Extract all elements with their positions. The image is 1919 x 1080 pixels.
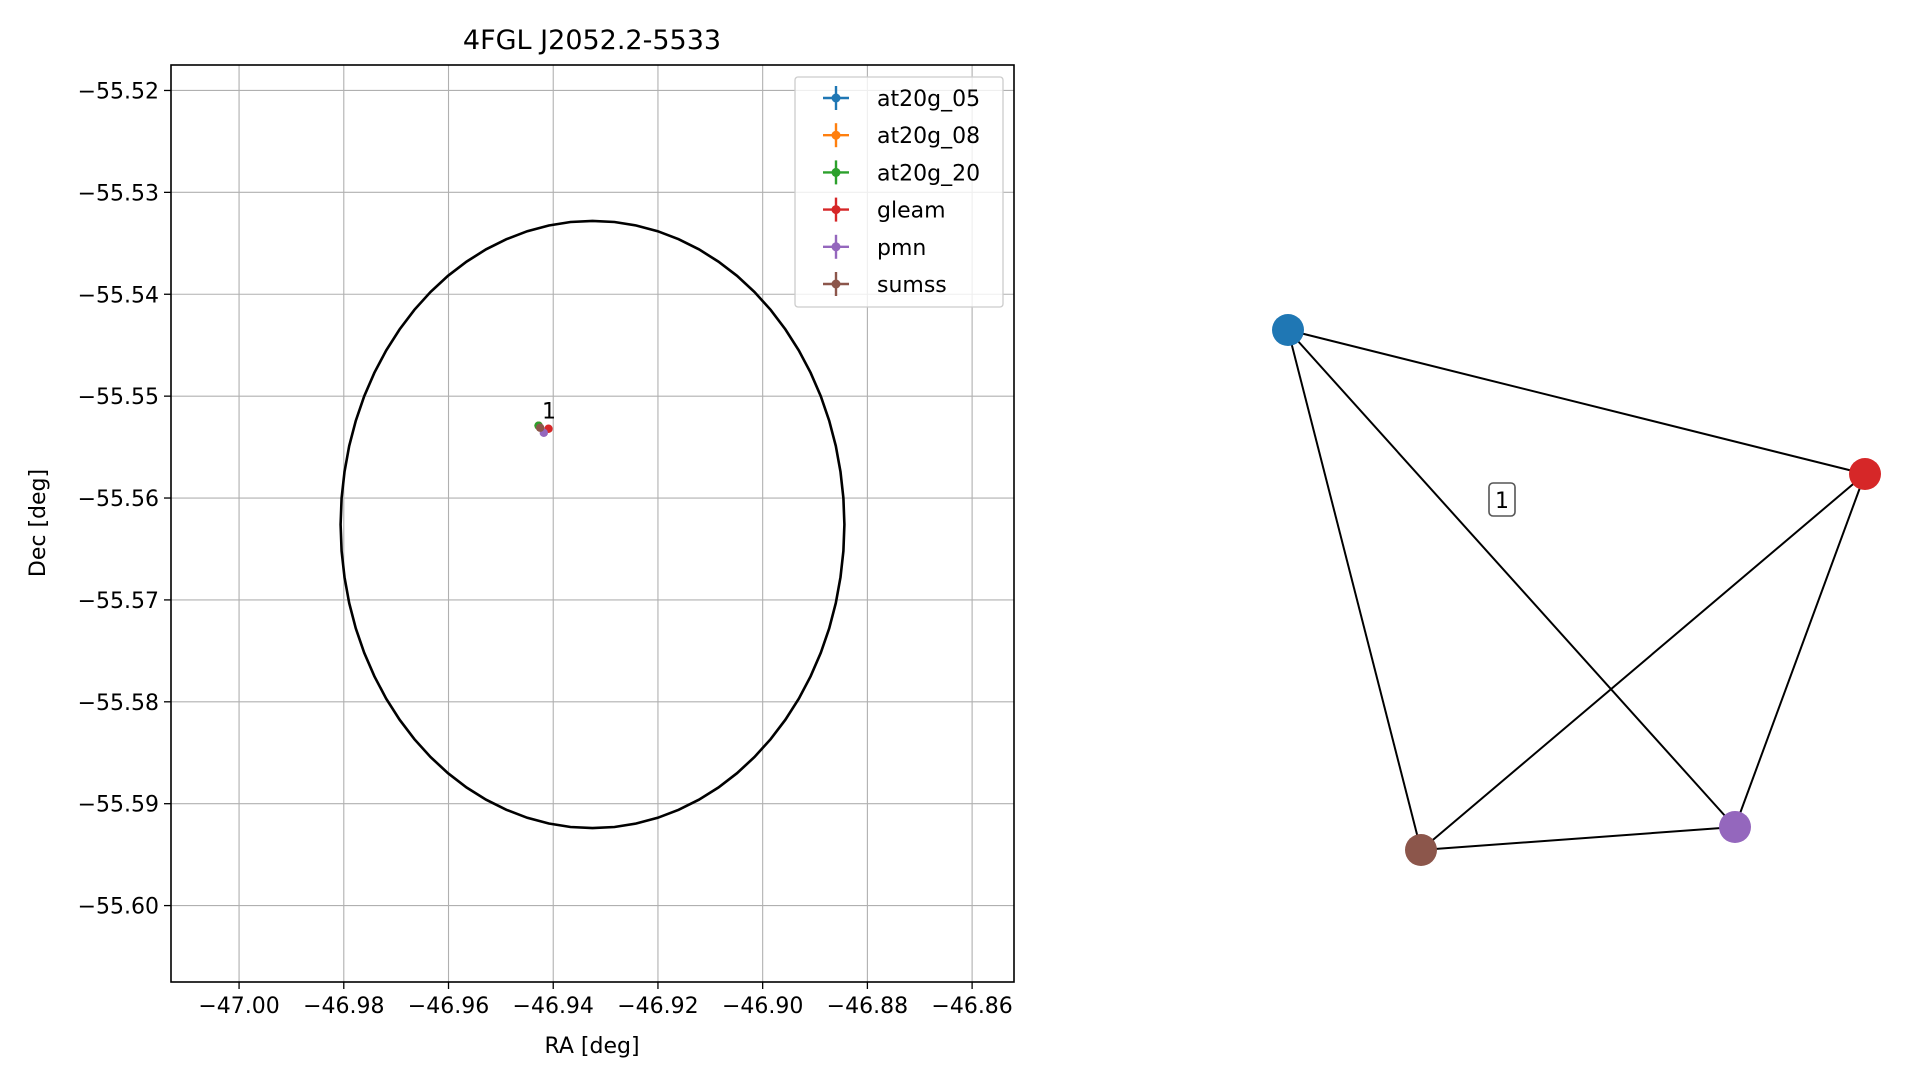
legend-label: at20g_20 [877,161,980,186]
y-tick-label: −55.52 [78,79,159,104]
y-tick-label: −55.56 [78,487,159,512]
x-axis-label: RA [deg] [544,1034,639,1059]
edge-at20g-sumss [1287,329,1422,851]
x-axis-ticks: −47.00 −46.98 −46.96 −46.94 −46.92 −46.90 −46.… [198,982,1013,1019]
y-axis-ticks: −55.52 −55.53 −55.54 −55.55 −55.56 −55.57 −55.… [78,79,171,920]
y-tick-label: −55.58 [78,691,159,716]
y-tick-label: −55.55 [78,385,159,410]
cluster-label-box: 1 [1488,482,1516,517]
y-tick-label: −55.59 [78,793,159,818]
legend-item-sumss: sumss [823,272,947,298]
data-point-sumss [535,423,545,432]
node-sumss [1405,834,1437,866]
legend-marker [823,160,849,185]
chart-title: 4FGL J2052.2-5533 [463,25,721,56]
edge-gleam-pmn [1734,473,1866,828]
x-tick-label: −46.92 [617,994,698,1019]
ellipse-layer [339,219,846,830]
data-points [534,421,553,438]
legend-label: at20g_05 [877,87,980,112]
node-gleam [1849,458,1881,490]
edge-gleam-sumss [1420,473,1866,851]
node-pmn [1719,811,1751,843]
y-tick-label: −55.57 [78,589,159,614]
y-axis-label: Dec [deg] [26,469,51,577]
edge-at20g-pmn [1287,329,1736,828]
network-graph: 1 [1272,314,1881,866]
y-tick-label: −55.60 [78,895,159,920]
y-tick-label: −55.53 [78,181,159,206]
y-tick-label: −55.54 [78,283,159,308]
legend-marker [823,86,849,110]
x-tick-label: −46.96 [408,994,489,1019]
legend-marker [823,123,849,148]
x-tick-label: −46.86 [931,994,1012,1019]
graph-nodes [1272,314,1881,866]
legend-marker [823,197,849,222]
legend-item-pmn: pmn [823,234,926,261]
error-ellipse [339,219,846,830]
scatter-plot: 1 −47.00 −46.98 −46.96 −46.94 −46.92 −46.90 −4… [26,25,1015,1059]
axes-frame [170,64,1015,983]
edge-pmn-sumss [1420,826,1736,851]
edge-at20g-gleam [1287,329,1866,475]
legend-marker [823,234,849,259]
legend-item-at20g_20: at20g_20 [823,160,980,186]
legend-item-gleam: gleam [823,197,946,224]
legend-marker [823,272,849,296]
x-tick-label: −46.98 [303,994,384,1019]
legend-item-at20g_05: at20g_05 [823,86,980,112]
legend-item-at20g_08: at20g_08 [823,123,980,149]
legend-label: pmn [877,236,926,261]
x-tick-label: −46.90 [722,994,803,1019]
x-tick-label: −46.88 [827,994,908,1019]
x-tick-label: −46.94 [513,994,594,1019]
node-at20g [1272,314,1304,346]
cluster-annotation: 1 [542,399,556,424]
graph-edges [1287,329,1866,851]
legend-label: sumss [877,273,947,298]
legend-label: at20g_08 [877,124,980,149]
cluster-label: 1 [1495,489,1509,514]
x-tick-label: −47.00 [198,994,279,1019]
legend-label: gleam [877,199,946,224]
